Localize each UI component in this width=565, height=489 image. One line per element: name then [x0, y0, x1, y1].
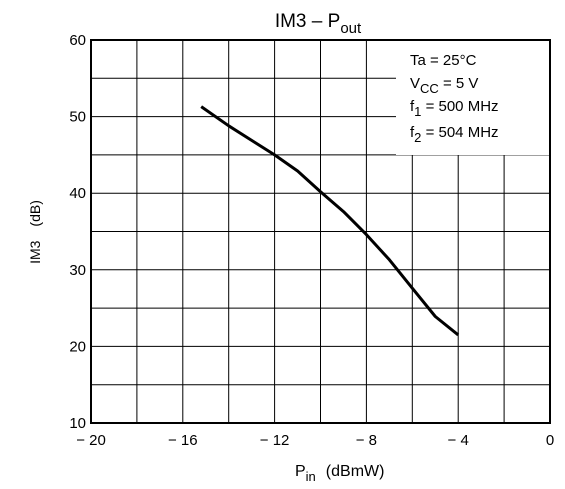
y-tick-label: 50 — [69, 109, 86, 126]
x-tick-label: − 4 — [448, 432, 469, 449]
x-tick-labels: − 20 − 16 − 12 − 8 − 4 0 — [76, 432, 554, 449]
annotation-f1: f1 = 500 MHz — [410, 98, 499, 119]
y-tick-label: 30 — [69, 262, 86, 279]
im3-curve — [200, 105, 460, 337]
y-tick-label: 20 — [69, 338, 86, 355]
annotation-vcc: VCC = 5 V — [410, 75, 478, 96]
y-tick-label: 40 — [69, 185, 86, 202]
y-tick-label: 10 — [69, 415, 86, 432]
x-tick-label: 0 — [546, 432, 554, 449]
x-tick-label: − 8 — [356, 432, 377, 449]
chart-title-subscript: out — [340, 20, 362, 37]
grid-lines — [91, 40, 550, 423]
x-tick-label: − 20 — [76, 432, 106, 449]
chart-title: IM3 – Pout — [275, 11, 362, 37]
x-tick-label: − 12 — [260, 432, 290, 449]
annotation-ta: Ta = 25°C — [410, 52, 477, 69]
conditions-box: Ta = 25°C VCC = 5 V f1 = 500 MHz f2 = 50… — [396, 41, 549, 155]
y-axis-label: IM3(dB) — [27, 200, 43, 264]
annotation-f2: f2 = 504 MHz — [410, 124, 499, 145]
y-tick-label: 60 — [69, 32, 86, 49]
conditions-box-background — [396, 41, 549, 155]
x-axis-label: Pin (dBmW) — [295, 463, 384, 484]
y-tick-labels: 10 20 30 40 50 60 — [69, 32, 86, 432]
x-tick-label: − 16 — [168, 432, 198, 449]
